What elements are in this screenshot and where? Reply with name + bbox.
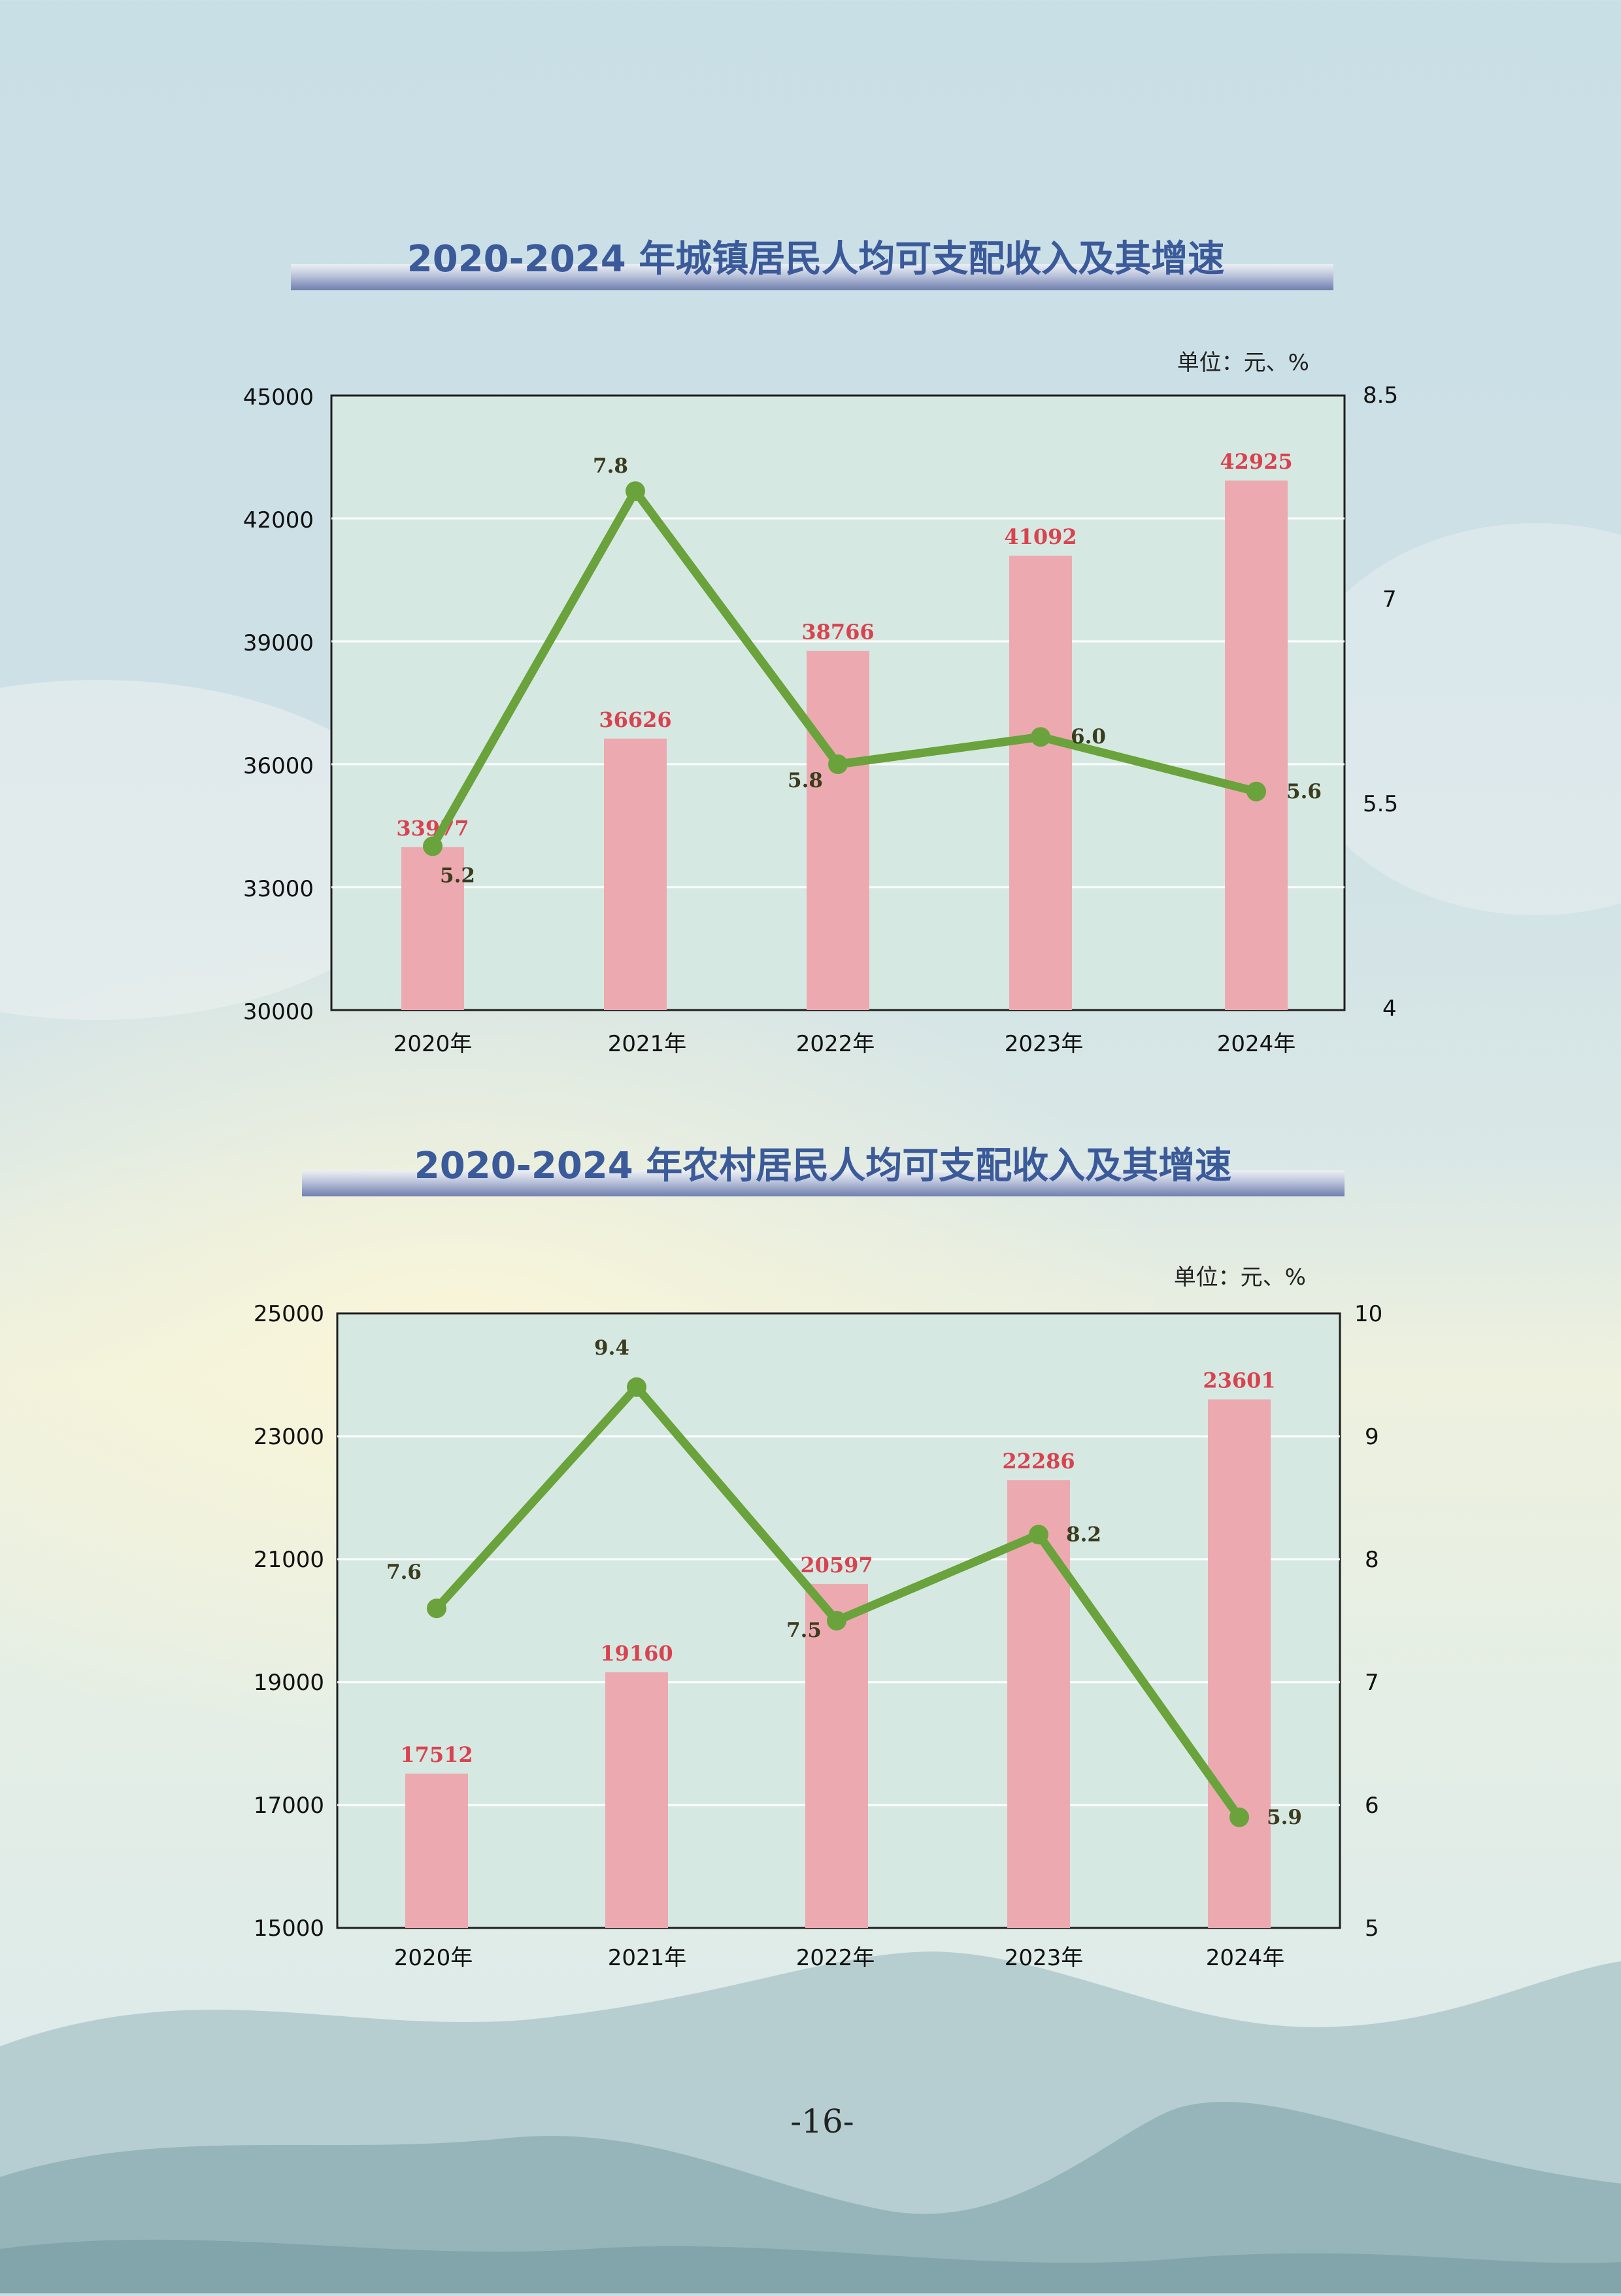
y2-tick-label: 6 [1365,1793,1379,1819]
page-number: -16- [790,2102,854,2140]
bar-2020年 [405,1773,468,1928]
growth-point [1246,781,1266,802]
growth-point [423,836,443,856]
growth-point [1029,1525,1048,1545]
x-tick-label: 2021年 [608,1031,687,1057]
x-tick-label: 2023年 [1005,1031,1084,1057]
y2-tick-label: 5.5 [1363,791,1398,817]
y-tick-label: 21000 [254,1547,324,1573]
y-tick-label: 39000 [243,630,314,656]
y-tick-label: 25000 [254,1301,324,1327]
x-tick-label: 2023年 [1005,1945,1084,1971]
bar-value-label: 19160 [600,1641,673,1666]
bar-value-label: 20597 [800,1553,873,1578]
y2-tick-label: 10 [1354,1301,1382,1327]
x-tick-label: 2020年 [393,1031,473,1057]
chart-title: 2020-2024 年城镇居民人均可支配收入及其增速 [407,238,1224,280]
title-band [291,264,1333,290]
bar-value-label: 23601 [1203,1368,1275,1393]
bar-2024年 [1225,481,1288,1010]
x-tick-label: 2024年 [1217,1031,1296,1057]
y-tick-label: 36000 [243,753,314,779]
category-labels: 2020年 2021年 2022年 2023年 2024年 [394,1945,1285,1971]
bar-value-label: 22286 [1002,1449,1075,1474]
growth-point [1031,727,1050,747]
bar-value-label: 42925 [1220,449,1292,474]
growth-point [827,1611,846,1630]
y2-tick-label: 4 [1382,996,1397,1022]
growth-point [1229,1807,1249,1827]
bar-2021年 [605,1672,668,1928]
y-tick-label: 15000 [254,1916,324,1942]
right-axis-ticks: 10 9 8 7 6 5 [1354,1301,1382,1942]
y-tick-label: 30000 [243,999,314,1025]
x-tick-label: 2024年 [1206,1945,1285,1971]
bar-2020年 [401,847,464,1010]
growth-line: 7.6 9.4 7.5 8.2 5.9 [386,1336,1302,1829]
mountain-front [0,2239,1621,2293]
growth-point [626,481,645,501]
growth-value-label: 5.6 [1286,780,1322,803]
bar-2022年 [805,1583,868,1928]
unit-label: 单位：元、% [1174,1264,1306,1291]
y2-tick-label: 5 [1365,1916,1379,1942]
y-tick-label: 33000 [243,876,314,902]
bar-2021年 [604,738,667,1010]
unit-label: 单位：元、% [1177,350,1309,376]
bar-2023年 [1009,555,1072,1010]
y-tick-label: 42000 [243,507,314,533]
growth-value-label: 5.9 [1267,1806,1302,1829]
growth-value-label: 8.2 [1066,1523,1101,1546]
title-band [302,1170,1345,1196]
growth-point [828,754,848,774]
bar-value-labels: 17512 19160 20597 22286 23601 [400,1368,1275,1767]
bar-value-label: 17512 [400,1742,473,1767]
chart-urban: 2020-2024 年城镇居民人均可支配收入及其增速 单位：元、% 45000 … [243,238,1398,1057]
bar-2023年 [1007,1480,1070,1928]
x-tick-label: 2021年 [608,1945,687,1971]
mountain-mid [0,2102,1621,2293]
bars [405,1399,1271,1928]
x-tick-label: 2022年 [796,1031,875,1057]
bar-value-label: 36626 [599,707,671,732]
y-tick-label: 23000 [254,1424,324,1450]
bar-value-label: 41092 [1004,524,1077,549]
y2-tick-label: 7 [1382,586,1397,613]
x-tick-label: 2020年 [394,1945,473,1971]
chart-rural: 2020-2024 年农村居民人均可支配收入及其增速 单位：元、% 25000 … [254,1145,1382,1971]
y2-tick-label: 7 [1365,1670,1379,1696]
growth-line: 5.2 7.8 5.8 6.0 5.6 [423,454,1322,887]
x-tick-label: 2022年 [796,1945,875,1971]
growth-point [427,1598,446,1619]
growth-value-label: 6.0 [1071,725,1106,749]
left-axis-ticks: 25000 23000 21000 19000 17000 15000 [254,1301,324,1942]
growth-value-label: 5.8 [788,769,823,792]
category-labels: 2020年 2021年 2022年 2023年 2024年 [393,1031,1296,1057]
y-tick-label: 19000 [254,1670,324,1696]
left-axis-ticks: 45000 42000 39000 36000 33000 30000 [243,384,314,1025]
growth-value-label: 5.2 [440,864,475,887]
bar-value-label: 38766 [801,620,874,645]
y-tick-label: 45000 [243,384,314,411]
growth-point [627,1377,646,1397]
y2-tick-label: 8.5 [1363,382,1398,409]
growth-value-label: 9.4 [594,1336,629,1360]
bar-2024年 [1208,1399,1271,1928]
y-tick-label: 17000 [254,1793,324,1819]
bar-2022年 [807,650,869,1010]
growth-value-label: 7.8 [593,454,628,478]
bars [401,481,1288,1010]
right-axis-ticks: 8.5 7 5.5 4 [1363,382,1398,1022]
y2-tick-label: 8 [1365,1547,1379,1573]
chart-title: 2020-2024 年农村居民人均可支配收入及其增速 [414,1145,1231,1187]
growth-value-label: 7.5 [786,1619,822,1642]
y2-tick-label: 9 [1365,1424,1379,1450]
growth-value-label: 7.6 [386,1561,422,1584]
